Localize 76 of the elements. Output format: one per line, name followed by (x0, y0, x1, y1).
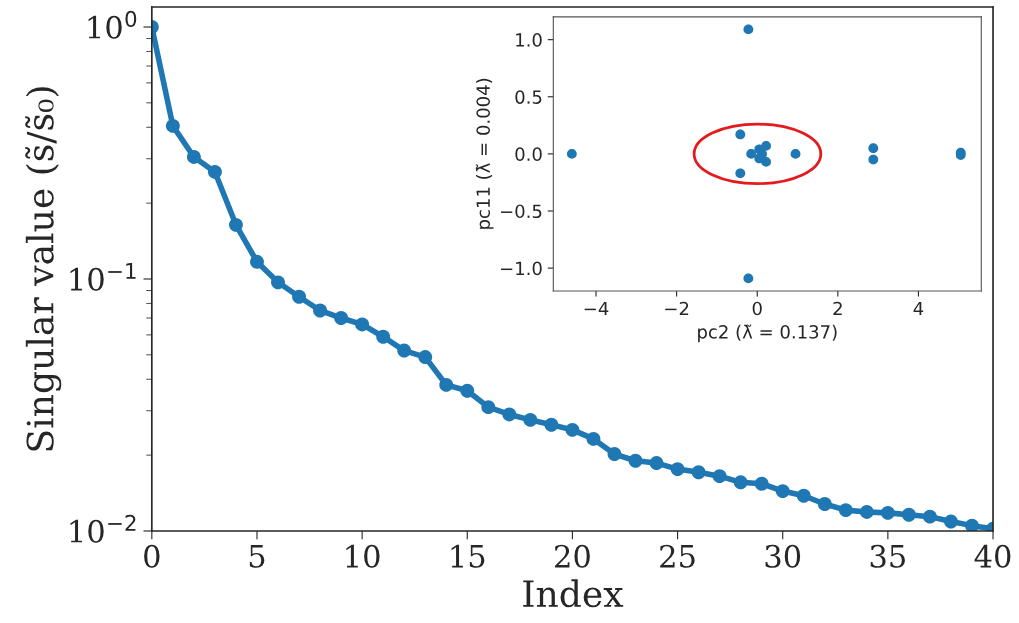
point (743, 24, 754, 35)
point (796, 488, 811, 503)
point (355, 317, 370, 332)
x-tick-label: 30 (765, 544, 801, 568)
x-tick-label: 4 (913, 301, 924, 316)
point (859, 505, 874, 519)
x-tick-label: 40 (974, 544, 1011, 568)
point (544, 417, 559, 432)
point (334, 311, 349, 325)
point (313, 303, 328, 318)
point (250, 254, 264, 269)
y-tick-label: 0.5 (515, 90, 542, 104)
point (735, 168, 746, 179)
point (817, 497, 832, 511)
y-tick-label: −0.5 (500, 204, 542, 219)
point (586, 431, 601, 446)
point (775, 484, 790, 499)
x-tick-label: −2 (665, 301, 689, 316)
point (733, 475, 748, 490)
x-axis-title: pc2 (λ̃ = 0.137) (698, 324, 837, 343)
y-tick-label: 10$^{−1}$ (70, 263, 136, 291)
point (565, 422, 580, 437)
x-tick-label: 10 (346, 544, 380, 568)
point (790, 148, 801, 159)
point (761, 140, 772, 151)
x-tick-label: 25 (660, 544, 695, 568)
point (523, 412, 538, 427)
y-tick-label: 0.0 (515, 147, 542, 161)
x-tick-label: 15 (451, 544, 485, 568)
y-tick-label: 1.0 (516, 33, 542, 47)
x-tick-label: 0 (144, 544, 160, 568)
point (712, 469, 727, 484)
point (761, 156, 772, 167)
point (397, 343, 412, 358)
point (292, 289, 306, 304)
point (746, 148, 757, 159)
y-axis-title: pc11 (λ̃ = 0.004) (475, 78, 494, 229)
x-tick-label: −4 (584, 301, 609, 316)
point (186, 150, 201, 164)
point (965, 518, 979, 531)
point (207, 164, 222, 179)
point (944, 514, 958, 529)
x-tick-label: 2 (833, 301, 842, 316)
y-tick-label: −1.0 (500, 261, 542, 276)
point (628, 453, 643, 468)
point (743, 273, 754, 284)
point (439, 377, 454, 392)
point (607, 447, 622, 461)
x-tick-label: 5 (249, 545, 265, 568)
point (481, 400, 496, 415)
y-tick-label: 10$^{−2}$ (70, 514, 136, 543)
point (922, 509, 937, 524)
y-tick-label: 10$^{0}$ (88, 10, 137, 39)
point (271, 275, 285, 290)
point (418, 350, 433, 364)
point (649, 456, 664, 471)
point (691, 465, 706, 480)
y-axis-title: Singular value (s̃/s̃₀) (25, 87, 62, 451)
point (901, 507, 916, 522)
point (868, 143, 879, 154)
point (502, 407, 517, 422)
point (376, 329, 391, 344)
x-tick-label: 20 (555, 544, 590, 568)
point (880, 505, 895, 520)
point (566, 148, 577, 159)
x-axis-title: Index (523, 579, 624, 608)
point (670, 462, 685, 477)
point (838, 503, 853, 518)
point (460, 383, 475, 398)
point (165, 118, 180, 133)
point (229, 217, 243, 232)
x-tick-label: 0 (752, 301, 762, 316)
point (868, 154, 879, 165)
point (754, 476, 769, 491)
point (735, 129, 746, 140)
x-tick-label: 35 (870, 544, 905, 568)
